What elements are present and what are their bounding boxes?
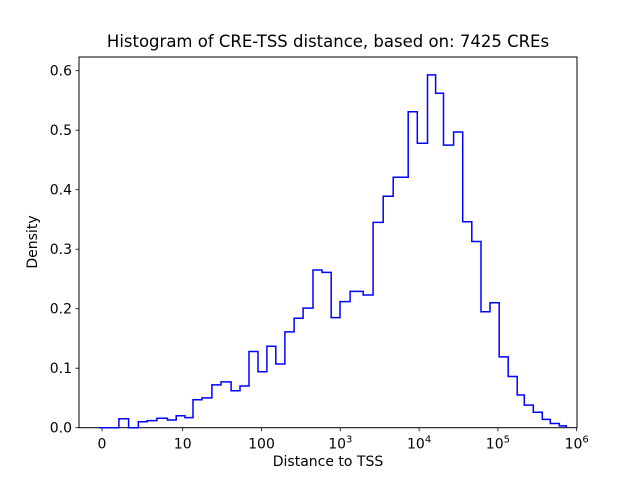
y-tick-label: 0.5 bbox=[50, 123, 72, 139]
plot-area: 0.0 0.1 0.2 0.3 0.4 0.5 0.6 0 10 100 103 104 105 106 bbox=[50, 56, 589, 453]
chart-title: Histogram of CRE-TSS distance, based on:… bbox=[107, 32, 549, 51]
x-tick-label: 105 bbox=[486, 435, 510, 453]
histogram-step-line bbox=[98, 74, 568, 429]
x-tick-label: 104 bbox=[407, 435, 431, 453]
y-tick-label: 0.3 bbox=[50, 242, 72, 258]
y-tick-label: 0.1 bbox=[50, 361, 72, 377]
y-tick-label: 0.4 bbox=[50, 183, 72, 199]
x-tick-label: 0 bbox=[98, 437, 107, 453]
y-axis-label: Density bbox=[25, 215, 41, 268]
x-tick-label: 100 bbox=[248, 437, 275, 453]
y-tick-label: 0.0 bbox=[50, 421, 72, 437]
y-tick-label: 0.2 bbox=[50, 302, 72, 318]
x-tick-label: 106 bbox=[565, 435, 589, 453]
x-tick-label: 10 bbox=[174, 437, 192, 453]
x-tick-label: 103 bbox=[328, 435, 352, 453]
y-tick-label: 0.6 bbox=[50, 64, 72, 80]
plot-border bbox=[78, 56, 578, 429]
x-axis-label: Distance to TSS bbox=[273, 454, 384, 470]
